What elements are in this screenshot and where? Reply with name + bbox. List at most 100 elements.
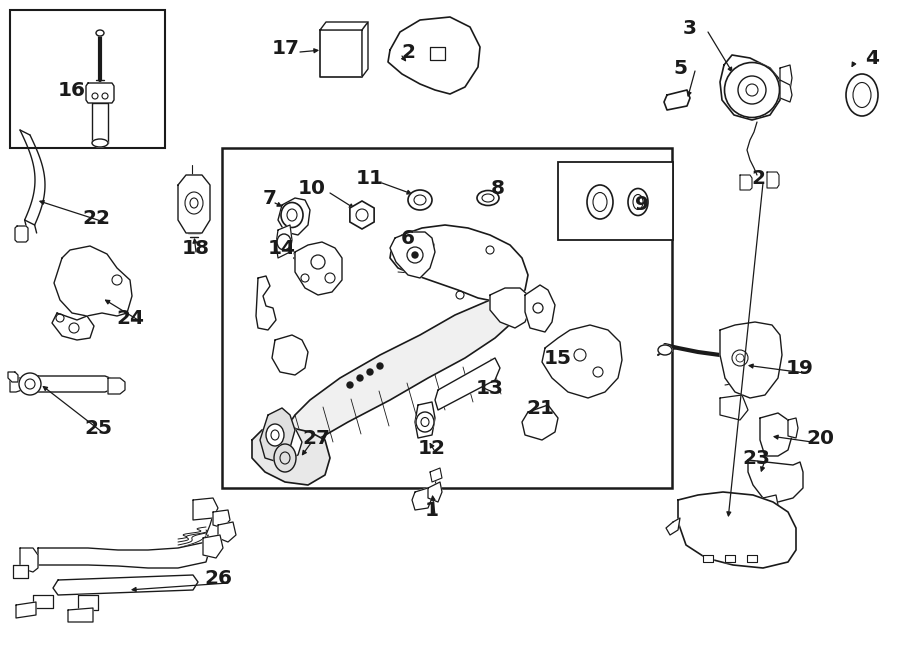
- Polygon shape: [350, 201, 374, 229]
- Polygon shape: [760, 413, 792, 456]
- Polygon shape: [20, 548, 38, 572]
- Text: 24: 24: [116, 309, 144, 327]
- Text: 22: 22: [82, 208, 110, 227]
- Bar: [558, 162, 673, 240]
- Text: 19: 19: [786, 358, 814, 377]
- Polygon shape: [16, 602, 36, 618]
- Polygon shape: [435, 358, 500, 410]
- Polygon shape: [780, 80, 792, 102]
- Polygon shape: [272, 335, 308, 375]
- Ellipse shape: [281, 202, 303, 227]
- Polygon shape: [320, 22, 368, 30]
- Text: 16: 16: [58, 81, 86, 100]
- Polygon shape: [763, 495, 778, 510]
- Text: 6: 6: [401, 229, 415, 247]
- Polygon shape: [15, 226, 28, 242]
- Polygon shape: [252, 425, 330, 485]
- Polygon shape: [53, 575, 198, 595]
- Circle shape: [367, 369, 373, 375]
- Text: 8: 8: [491, 178, 505, 198]
- Text: 2: 2: [401, 42, 415, 61]
- Polygon shape: [390, 232, 435, 278]
- Ellipse shape: [628, 188, 648, 215]
- Ellipse shape: [846, 74, 878, 116]
- Polygon shape: [86, 83, 114, 103]
- Polygon shape: [33, 595, 53, 608]
- Polygon shape: [10, 378, 22, 392]
- Polygon shape: [52, 313, 94, 340]
- Polygon shape: [522, 405, 558, 440]
- Polygon shape: [285, 290, 525, 455]
- Text: 3: 3: [683, 19, 697, 38]
- Ellipse shape: [724, 63, 779, 118]
- Text: 4: 4: [865, 48, 879, 67]
- Text: 23: 23: [742, 449, 770, 467]
- Polygon shape: [38, 535, 208, 568]
- Circle shape: [377, 363, 383, 369]
- Polygon shape: [542, 325, 622, 398]
- Text: 26: 26: [204, 568, 232, 588]
- Text: 15: 15: [544, 348, 572, 368]
- Polygon shape: [92, 103, 108, 143]
- Text: 14: 14: [268, 239, 296, 258]
- Text: 12: 12: [418, 438, 446, 457]
- Polygon shape: [678, 492, 796, 568]
- Circle shape: [357, 375, 363, 381]
- Polygon shape: [260, 408, 295, 462]
- Polygon shape: [193, 498, 218, 520]
- Ellipse shape: [587, 185, 613, 219]
- Text: 17: 17: [272, 38, 300, 58]
- Polygon shape: [725, 555, 735, 562]
- Text: 9: 9: [635, 196, 649, 215]
- Text: 11: 11: [356, 169, 384, 188]
- Polygon shape: [213, 510, 230, 528]
- Polygon shape: [748, 460, 803, 502]
- Polygon shape: [68, 608, 93, 622]
- Polygon shape: [490, 288, 530, 328]
- Polygon shape: [664, 90, 690, 110]
- Polygon shape: [430, 47, 445, 60]
- Bar: [10, 10, 165, 148]
- Polygon shape: [703, 555, 713, 562]
- Ellipse shape: [277, 234, 291, 250]
- Text: 13: 13: [476, 379, 504, 397]
- Polygon shape: [362, 22, 368, 77]
- Polygon shape: [720, 322, 782, 398]
- Polygon shape: [412, 488, 432, 510]
- Ellipse shape: [274, 444, 296, 472]
- Text: 7: 7: [263, 188, 277, 208]
- Text: 20: 20: [806, 428, 834, 447]
- Ellipse shape: [266, 424, 284, 446]
- Ellipse shape: [658, 345, 672, 355]
- Text: 21: 21: [526, 399, 554, 418]
- Polygon shape: [525, 285, 555, 332]
- Polygon shape: [430, 468, 442, 482]
- Polygon shape: [78, 595, 98, 610]
- Text: 2: 2: [751, 169, 765, 188]
- Polygon shape: [278, 198, 310, 235]
- Polygon shape: [203, 535, 223, 558]
- Circle shape: [347, 382, 353, 388]
- Polygon shape: [54, 246, 132, 316]
- Polygon shape: [320, 30, 362, 77]
- Polygon shape: [788, 418, 798, 438]
- Polygon shape: [285, 428, 302, 458]
- Text: 1: 1: [425, 500, 439, 520]
- Polygon shape: [720, 55, 780, 120]
- Text: 18: 18: [182, 239, 210, 258]
- Polygon shape: [108, 378, 125, 394]
- Ellipse shape: [96, 30, 104, 36]
- Polygon shape: [666, 518, 680, 535]
- Polygon shape: [13, 565, 28, 578]
- Polygon shape: [780, 65, 792, 90]
- Text: 10: 10: [298, 178, 326, 198]
- Circle shape: [412, 252, 418, 258]
- Polygon shape: [178, 175, 210, 233]
- Polygon shape: [218, 522, 236, 542]
- Bar: [222, 148, 672, 488]
- Polygon shape: [740, 175, 752, 190]
- Polygon shape: [388, 17, 480, 94]
- Polygon shape: [390, 225, 528, 302]
- Polygon shape: [276, 225, 292, 258]
- Polygon shape: [295, 242, 342, 295]
